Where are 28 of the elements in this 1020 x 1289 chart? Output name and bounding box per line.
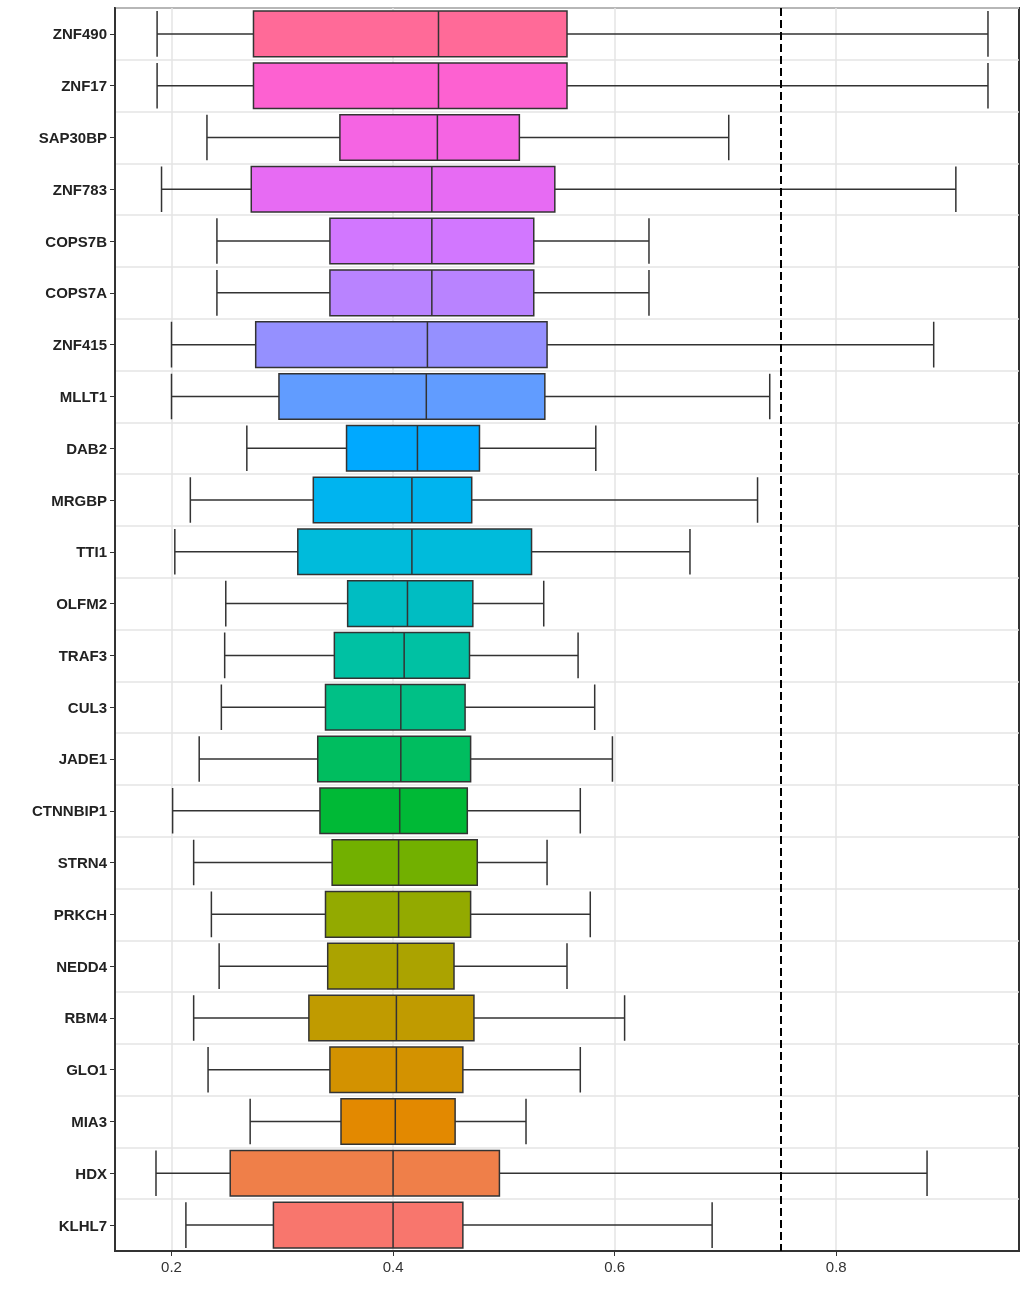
y-tick-label: ZNF415 [52,336,107,354]
y-tick-label: TRAF3 [58,646,107,664]
x-tick-label: 0.4 [382,1258,404,1275]
y-tick-label: NEDD4 [56,957,108,975]
y-tick-label: MRGBP [51,491,107,509]
y-tick-label: HDX [75,1164,107,1182]
y-tick-label: JADE1 [58,750,107,768]
y-tick-label: GLO1 [66,1061,107,1079]
y-tick-label: TTI1 [76,543,107,561]
y-tick-label: MIA3 [71,1113,107,1131]
y-tick-label: CTNNBIP1 [31,802,107,820]
y-tick-label: SAP30BP [38,128,107,146]
x-tick-label: 0.8 [825,1258,847,1275]
y-tick-label: STRN4 [57,854,108,872]
y-tick-label: CUL3 [67,698,107,716]
y-tick-label: MLLT1 [59,387,107,405]
y-tick-label: PRKCH [53,905,107,923]
x-tick-label: 0.2 [161,1258,182,1275]
y-tick-label: ZNF490 [52,25,107,43]
y-tick-label: COPS7B [45,232,108,250]
y-tick-label: RBM4 [64,1009,108,1027]
y-tick-label: OLFM2 [56,595,107,613]
y-tick-label: COPS7A [45,284,108,302]
y-tick-label: KLHL7 [58,1216,107,1234]
y-tick-label: DAB2 [66,439,107,457]
y-tick-label: ZNF783 [52,180,107,198]
x-tick-label: 0.6 [604,1258,626,1275]
y-tick-label: ZNF17 [61,77,107,95]
